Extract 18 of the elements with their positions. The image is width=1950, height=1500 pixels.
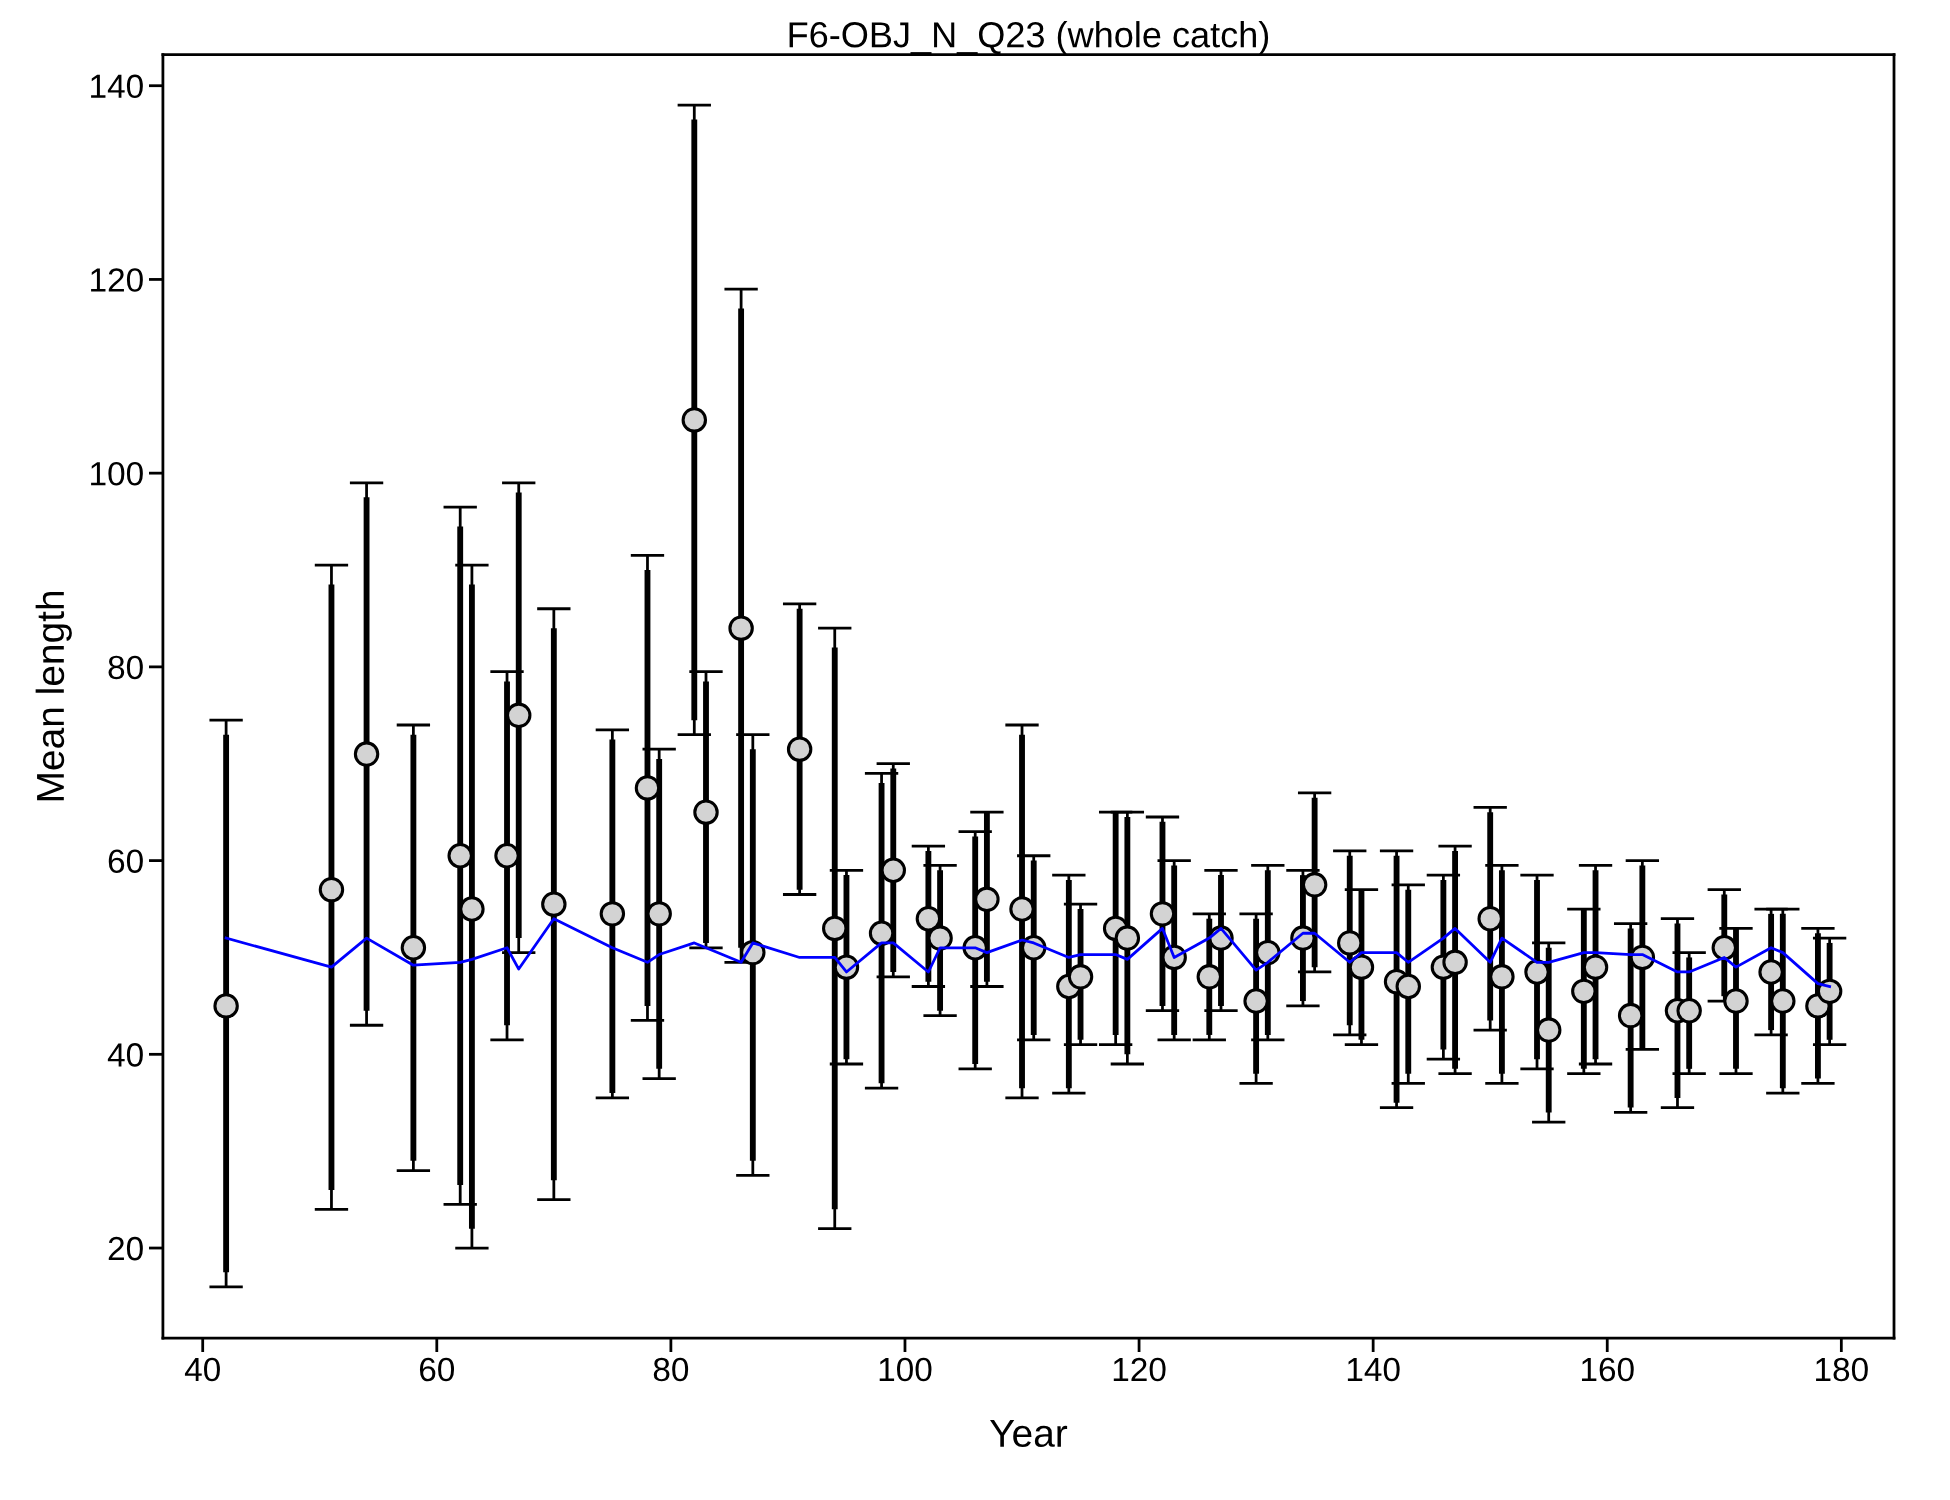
x-tick-label: 100 bbox=[879, 1357, 932, 1382]
y-tick-label: 40 bbox=[107, 1043, 143, 1067]
x-tick-label: 80 bbox=[653, 1357, 689, 1382]
x-tick-label: 140 bbox=[1347, 1357, 1400, 1382]
y-tick-label: 140 bbox=[91, 74, 143, 99]
y-tick-label: 80 bbox=[108, 655, 143, 680]
x-axis-title: Year bbox=[990, 1419, 1068, 1448]
x-tick-label: 40 bbox=[184, 1357, 220, 1382]
y-tick-label: 20 bbox=[108, 1236, 143, 1261]
y-tick-label: 60 bbox=[108, 849, 143, 873]
y-tick-label: 100 bbox=[91, 461, 143, 486]
y-tick-label: 120 bbox=[91, 268, 143, 292]
x-tick-label: 180 bbox=[1816, 1357, 1868, 1382]
y-axis-title: Mean length bbox=[35, 591, 72, 801]
x-tick-label: 60 bbox=[419, 1357, 455, 1382]
chart-title: F6-OBJ_N_Q23 (whole catch) bbox=[789, 21, 1269, 55]
x-tick-label: 160 bbox=[1581, 1357, 1634, 1382]
x-tick-label: 120 bbox=[1113, 1357, 1166, 1382]
